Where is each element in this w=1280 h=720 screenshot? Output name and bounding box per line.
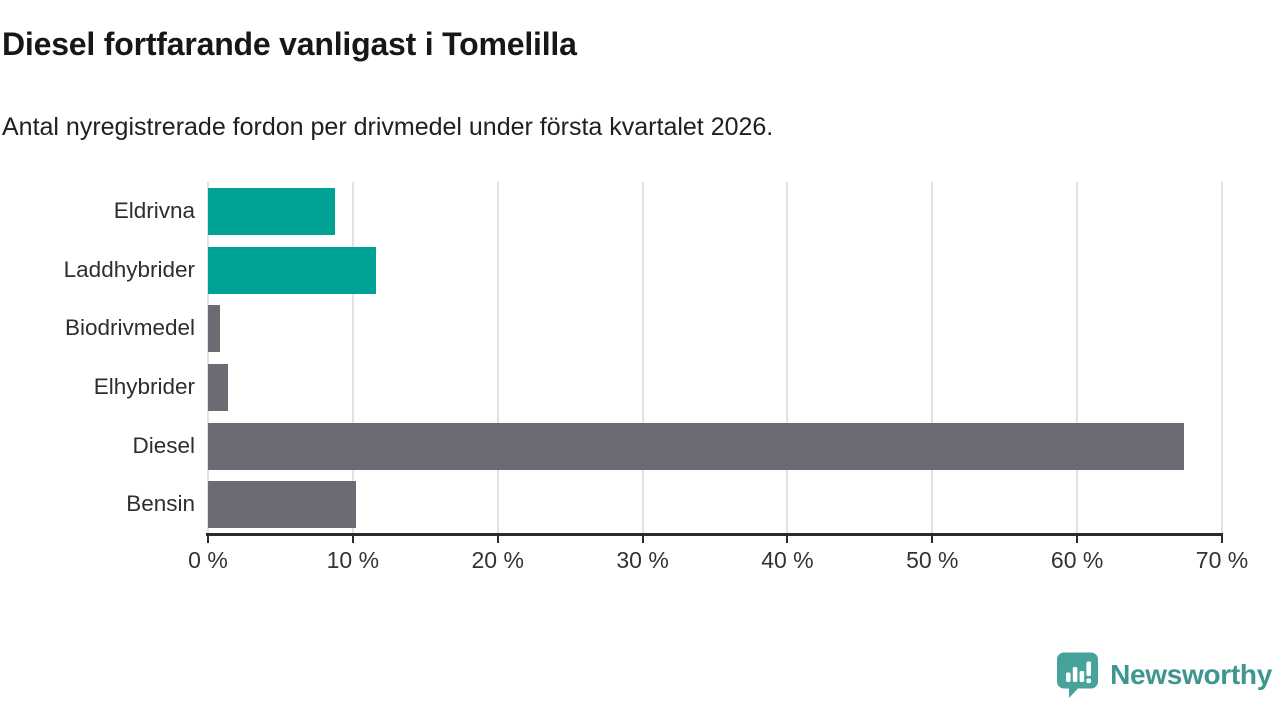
tick-label: 40 % xyxy=(761,547,814,573)
tick-label: 10 % xyxy=(326,547,380,573)
axis-tick xyxy=(1076,534,1079,543)
axis-tick xyxy=(786,534,789,543)
axis-tick xyxy=(351,534,354,543)
category-label: Laddhybrider xyxy=(63,256,195,282)
category-label: Diesel xyxy=(132,432,195,458)
gridline xyxy=(786,182,789,534)
gridline xyxy=(1221,182,1223,534)
newsworthy-logo-icon xyxy=(1057,652,1099,698)
axis-tick xyxy=(641,534,644,543)
category-label: Bensin xyxy=(126,491,195,517)
tick-label: 0 % xyxy=(188,547,228,573)
axis-tick xyxy=(1221,534,1223,543)
gridline xyxy=(207,182,209,534)
tick-label: 30 % xyxy=(616,547,669,573)
axis-tick xyxy=(207,534,209,543)
bar-elhybrider xyxy=(208,363,229,411)
category-label: Eldrivna xyxy=(113,198,195,223)
bar-eldrivna xyxy=(208,187,336,235)
gridline xyxy=(351,182,354,534)
branding: Newsworthy xyxy=(1055,651,1272,698)
tick-label: 70 % xyxy=(1195,547,1249,573)
bar-diesel xyxy=(208,422,1185,470)
axis-tick xyxy=(931,534,934,543)
category-label: Biodrivmedel xyxy=(64,315,195,341)
bar-biodrivmedel xyxy=(208,305,220,353)
tick-label: 20 % xyxy=(471,547,524,573)
axis-tick xyxy=(496,534,499,543)
chart-title: Diesel fortfarande vanligast i Tomelilla xyxy=(2,26,577,62)
gridline xyxy=(641,182,644,534)
category-label: Elhybrider xyxy=(93,374,195,399)
newsworthy-logo-text: Newsworthy xyxy=(1110,658,1272,690)
gridline xyxy=(931,182,934,534)
gridline xyxy=(1076,182,1079,534)
bar-laddhybrider xyxy=(208,246,377,294)
tick-label: 50 % xyxy=(906,547,959,573)
bar-bensin xyxy=(208,481,356,529)
chart-subtitle: Antal nyregistrerade fordon per drivmede… xyxy=(2,113,774,141)
tick-label: 60 % xyxy=(1050,547,1104,573)
x-axis-line xyxy=(206,533,1223,536)
gridline xyxy=(496,182,499,534)
